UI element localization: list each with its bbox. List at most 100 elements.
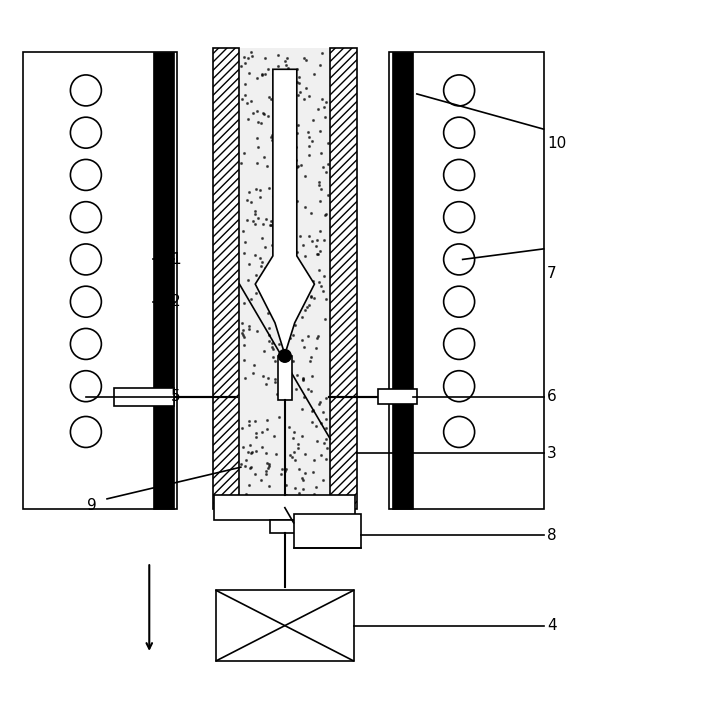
Point [274,338,285,350]
Point [316,94,327,105]
Bar [392,52,414,510]
Text: 3: 3 [547,445,557,461]
Point [298,474,309,486]
Point [252,157,263,169]
Point [238,354,250,365]
Point [289,320,300,331]
Point [279,55,291,67]
Point [268,272,279,283]
Point [285,332,296,343]
Point [307,467,318,478]
Point [258,345,269,357]
Point [257,371,269,382]
Point [317,474,329,486]
Point [236,317,247,328]
Point [257,218,269,230]
Point [301,301,312,313]
Point [255,474,267,486]
Point [308,69,320,80]
Point [317,406,329,418]
Point [291,369,303,381]
Point [314,60,325,71]
Point [298,93,310,104]
Point [246,462,257,473]
Point [260,466,271,477]
Point [252,142,264,153]
Point [238,297,250,308]
Point [320,422,332,433]
Point [284,421,295,432]
Point [284,388,296,399]
Point [245,447,257,459]
Point [286,272,297,283]
Point [245,462,256,474]
Point [257,107,268,118]
Point [283,390,294,401]
Point [291,247,303,258]
Point [264,459,275,470]
Point [282,296,293,307]
Point [296,312,308,323]
Point [263,481,274,492]
Point [292,264,303,275]
Point [311,435,322,447]
Point [272,214,284,225]
Point [235,459,247,470]
Point [240,461,251,472]
Point [277,151,288,162]
Point [282,256,293,267]
Text: 9: 9 [87,498,96,513]
Point [256,257,267,268]
Point [283,296,294,308]
Point [307,276,318,287]
Point [281,52,293,64]
Point [322,159,334,170]
Point [281,463,292,474]
Point [316,418,327,429]
Point [238,147,250,159]
Point [281,96,293,107]
Point [315,183,327,194]
Point [242,195,253,206]
Point [299,467,310,479]
Point [247,367,259,379]
Point [269,374,281,385]
Point [284,160,295,171]
Point [236,423,247,434]
Point [287,432,298,443]
Point [291,77,303,88]
Point [281,372,292,383]
Point [243,323,255,335]
Point [297,484,308,495]
Point [287,329,298,340]
Point [237,328,248,339]
Point [312,330,323,341]
Point [263,308,274,319]
Point [265,216,276,227]
Point [263,460,274,471]
Point [256,69,267,80]
Point [288,426,299,437]
Point [288,102,300,113]
Point [289,454,300,466]
Point [259,241,270,252]
Point [259,52,271,64]
Point [259,108,270,120]
Point [273,197,284,208]
Bar [330,48,357,510]
Point [280,60,291,71]
Point [244,186,255,198]
Point [279,353,290,364]
Point [274,390,285,401]
Point [289,223,300,234]
Point [259,69,270,80]
Point [315,396,326,408]
Point [296,160,307,171]
Point [255,118,267,129]
Point [251,325,262,336]
Point [279,130,290,142]
Point [304,150,315,161]
Point [280,89,291,100]
Point [290,142,301,153]
Point [314,195,325,206]
